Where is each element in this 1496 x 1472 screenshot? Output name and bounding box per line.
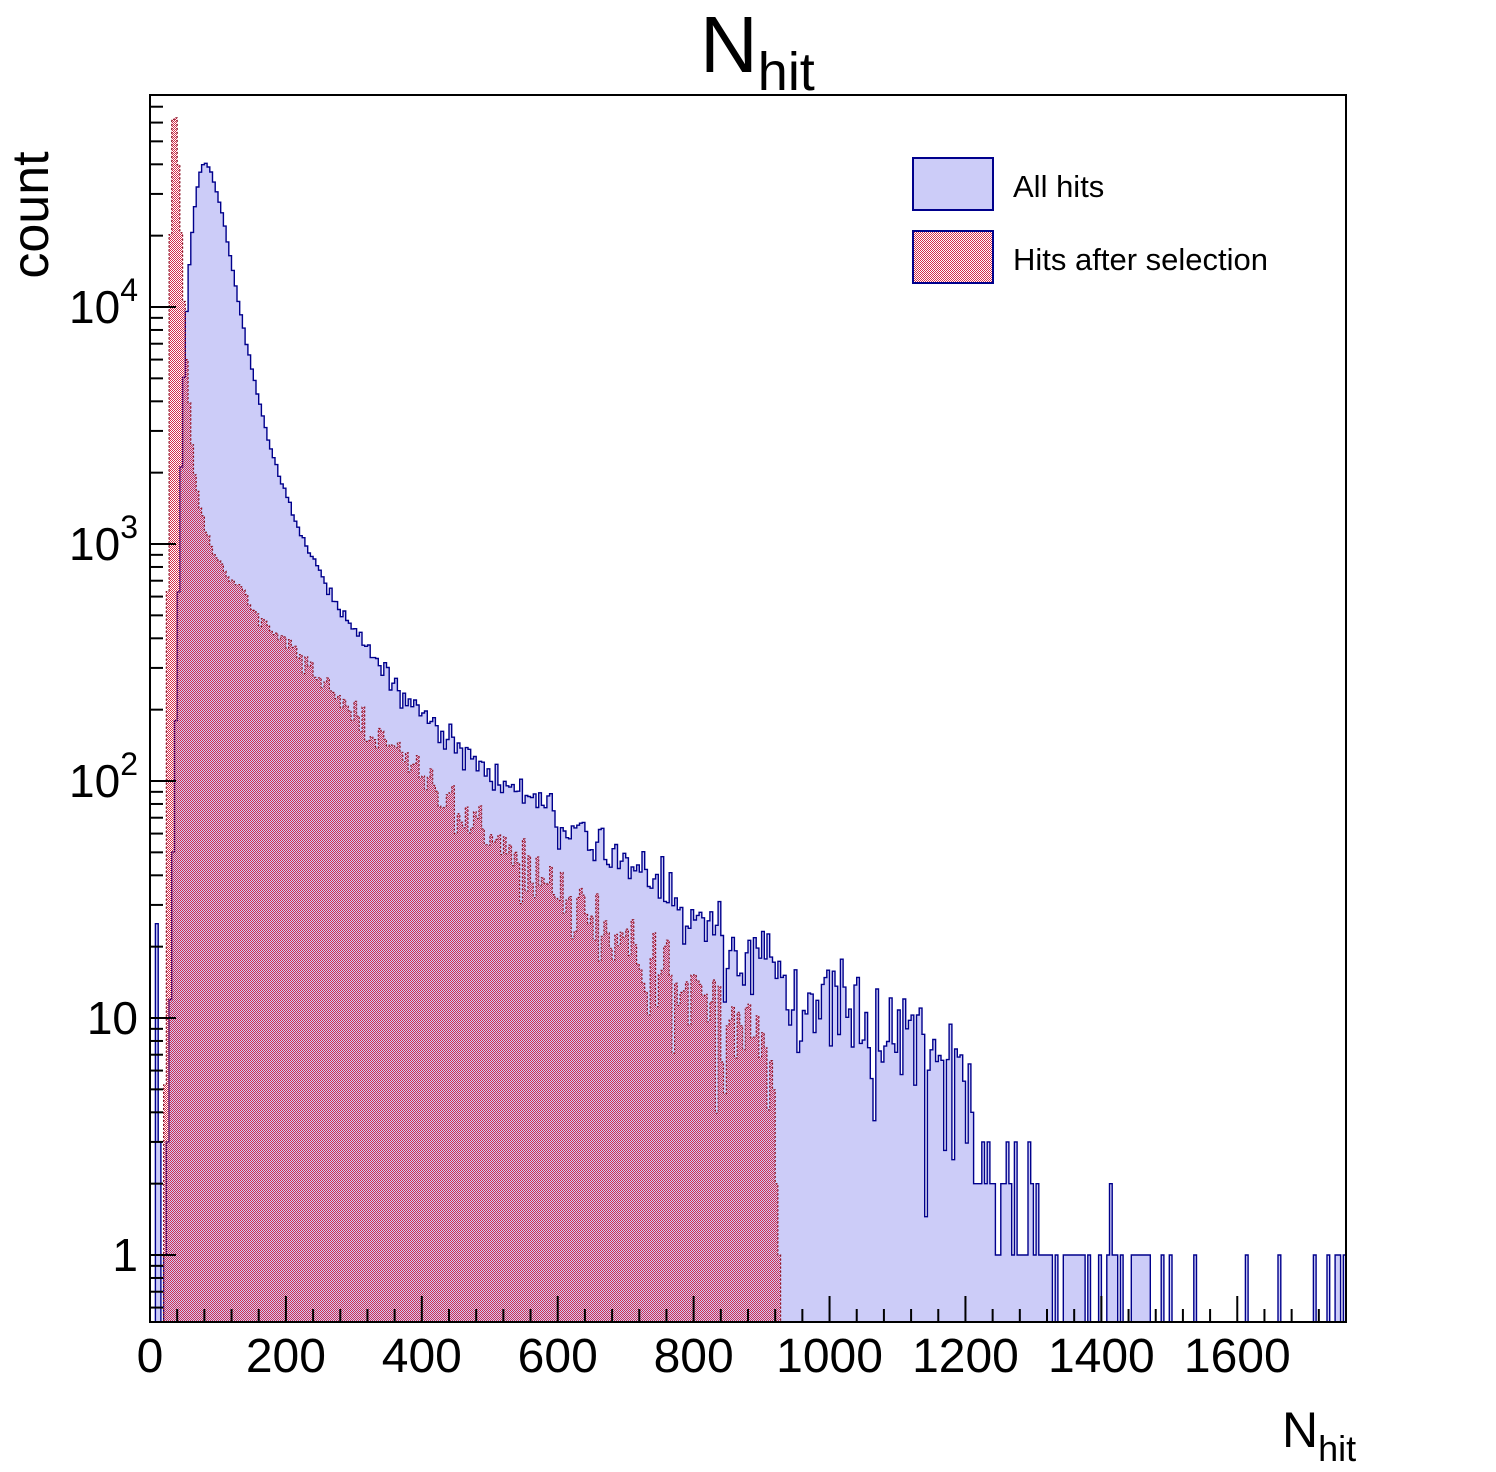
axis-ticks — [149, 105, 1320, 1322]
x-axis-label-sub: hit — [1318, 1428, 1356, 1469]
legend-swatch-all-hits — [912, 157, 994, 211]
x-tick-label: 1600 — [1184, 1330, 1291, 1383]
x-axis-label-main: N — [1282, 1402, 1318, 1458]
x-axis-label: Nhit — [1282, 1402, 1356, 1469]
y-tick-label: 1 — [112, 1229, 138, 1281]
series-all-hits-outline — [154, 162, 1347, 1323]
plot-title-main: N — [700, 0, 758, 89]
y-tick-label: 102 — [69, 746, 138, 807]
x-tick-label: 1000 — [776, 1330, 883, 1383]
legend-swatch-hits-after-selection — [912, 230, 994, 284]
legend-label-all-hits: All hits — [1013, 169, 1104, 204]
y-tick-labels: 1 10 102 103 104 — [69, 272, 138, 1281]
legend-label-hits-after-selection: Hits after selection — [1013, 242, 1268, 277]
x-tick-label: 400 — [382, 1330, 462, 1383]
series-hits-after-selection-fill — [163, 117, 781, 1322]
plot-title: Nhit — [700, 0, 815, 102]
x-tick-label: 200 — [246, 1330, 326, 1383]
x-tick-label: 600 — [518, 1330, 598, 1383]
y-axis-label: count — [2, 151, 60, 279]
x-tick-label: 1400 — [1048, 1330, 1155, 1383]
x-tick-label: 0 — [137, 1330, 164, 1383]
x-tick-labels: 0 200 400 600 800 1000 1200 1400 1600 — [137, 1330, 1291, 1383]
legend: All hits Hits after selection — [912, 157, 1268, 284]
x-tick-label: 800 — [654, 1330, 734, 1383]
series-hits-after-selection-outline — [163, 117, 782, 1322]
x-tick-label: 1200 — [912, 1330, 1019, 1383]
y-tick-label: 10 — [87, 992, 138, 1044]
y-tick-label: 104 — [69, 272, 138, 333]
y-tick-label: 103 — [69, 509, 138, 570]
plot-title-sub: hit — [758, 42, 815, 102]
